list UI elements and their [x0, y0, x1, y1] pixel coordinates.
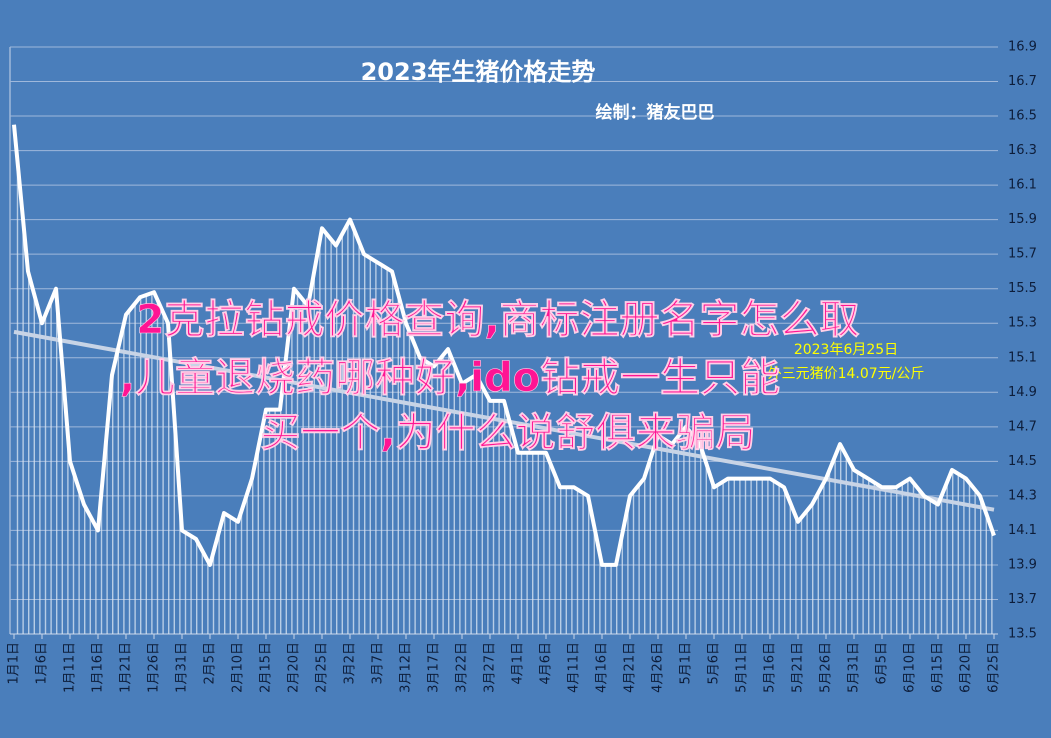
x-tick-label: 3月27日 — [483, 642, 498, 693]
x-tick-label: 1月26日 — [147, 642, 162, 693]
x-tick-label: 3月17日 — [427, 642, 442, 693]
x-tick-label: 4月26日 — [651, 642, 666, 693]
x-tick-label: 4月1日 — [511, 642, 526, 685]
chart-subtitle: 绘制：猪友巴巴 — [596, 102, 715, 123]
y-tick-label: 13.5 — [1008, 627, 1037, 642]
overlay-text: 2克拉钻戒价格查询,商标注册名字怎么取 — [136, 297, 859, 343]
x-tick-label: 4月11日 — [567, 642, 582, 693]
x-tick-label: 5月11日 — [735, 642, 750, 693]
x-tick-label: 1月1日 — [7, 642, 22, 685]
annotation: 2023年6月25日 — [794, 342, 898, 358]
x-tick-label: 1月16日 — [91, 642, 106, 693]
y-tick-label: 14.1 — [1008, 523, 1037, 538]
y-tick-label: 16.9 — [1008, 40, 1037, 55]
y-tick-label: 15.9 — [1008, 212, 1037, 227]
y-tick-label: 14.3 — [1008, 488, 1037, 503]
chart-title: 2023年生猪价格走势 — [361, 58, 596, 86]
trend-line — [13, 329, 995, 512]
y-tick-label: 14.9 — [1008, 385, 1037, 400]
y-tick-label: 15.3 — [1008, 316, 1037, 331]
x-tick-label: 1月11日 — [63, 642, 78, 693]
x-tick-label: 5月26日 — [819, 642, 834, 693]
x-tick-label: 5月16日 — [763, 642, 778, 693]
x-tick-label: 2月5日 — [203, 642, 218, 685]
x-tick-label: 6月20日 — [959, 642, 974, 693]
x-tick-label: 1月21日 — [119, 642, 134, 693]
x-tick-label: 6月15日 — [931, 642, 946, 693]
x-tick-label: 3月2日 — [343, 642, 358, 685]
x-tick-label: 5月1日 — [679, 642, 694, 685]
x-tick-label: 4月6日 — [539, 642, 554, 685]
x-tick-label: 3月22日 — [455, 642, 470, 693]
x-tick-label: 3月7日 — [371, 642, 386, 685]
area — [14, 124, 994, 634]
y-tick-label: 15.5 — [1008, 281, 1037, 296]
x-tick-label: 6月10日 — [903, 642, 918, 693]
line — [12, 124, 996, 567]
y-tick-label: 16.5 — [1008, 109, 1037, 124]
x-tick-label: 1月31日 — [175, 642, 190, 693]
x-tick-label: 6月5日 — [875, 642, 890, 685]
y-tick-label: 14.7 — [1008, 419, 1037, 434]
x-tick-label: 2月15日 — [259, 642, 274, 693]
y-tick-label: 14.5 — [1008, 454, 1037, 469]
y-tick-label: 15.7 — [1008, 247, 1037, 262]
x-tick-label: 5月21日 — [791, 642, 806, 693]
x-tick-label: 5月6日 — [707, 642, 722, 685]
overlay-text: 买一个,为什么说舒俱来骗局 — [260, 410, 755, 456]
x-tick-label: 2月10日 — [231, 642, 246, 693]
x-tick-label: 4月16日 — [595, 642, 610, 693]
x-tick-label: 4月21日 — [623, 642, 638, 693]
x-tick-label: 1月6日 — [35, 642, 50, 685]
x-tick-label: 3月12日 — [399, 642, 414, 693]
y-tick-label: 16.7 — [1008, 74, 1037, 89]
y-tick-label: 13.9 — [1008, 557, 1037, 572]
y-tick-label: 15.1 — [1008, 350, 1037, 365]
x-tick-label: 2月20日 — [287, 642, 302, 693]
y-tick-label: 16.3 — [1008, 143, 1037, 158]
y-tick-label: 13.7 — [1008, 592, 1037, 607]
overlay-text: ,儿童退烧药哪种好,ido钻戒一生只能 — [120, 355, 780, 401]
x-tick-label: 2月25日 — [315, 642, 330, 693]
x-tick-label: 6月25日 — [987, 642, 1002, 693]
y-tick-label: 16.1 — [1008, 178, 1037, 193]
x-tick-label: 5月31日 — [847, 642, 862, 693]
annotation: 外三元猪价14.07元/公斤 — [768, 366, 925, 382]
